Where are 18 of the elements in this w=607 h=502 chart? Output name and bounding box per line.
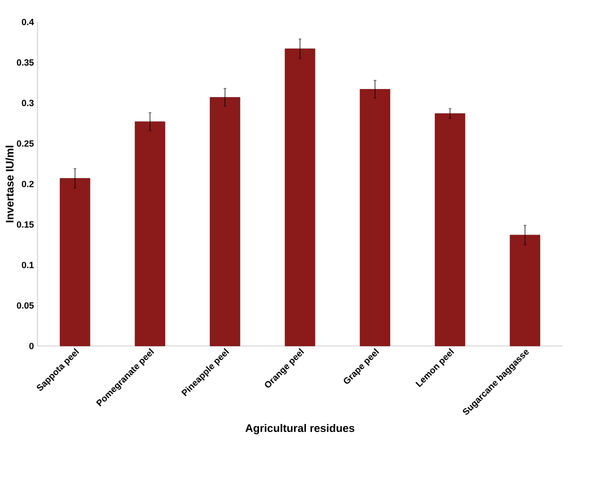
y-tick-label: 0 [29,342,34,350]
bar [134,121,166,346]
y-tick-label: 0.15 [16,221,34,228]
y-tick-label: 0.35 [16,59,34,66]
bar [360,89,390,346]
y-tick-label: 0.1 [22,262,34,268]
x-axis-title: Agricultural residues [245,424,354,434]
y-tick-label: 0.3 [22,100,34,106]
y-axis-title: Invertase IU/ml [6,146,14,222]
y-tick-label: 0.25 [16,140,34,147]
y-tick-label: 0.05 [16,302,34,309]
bar [434,113,466,346]
bar [210,97,240,346]
bar [284,48,316,346]
bar [60,178,90,346]
bar [510,234,540,346]
y-tick-label: 0.4 [22,18,34,26]
y-tick-label: 0.2 [22,180,34,188]
